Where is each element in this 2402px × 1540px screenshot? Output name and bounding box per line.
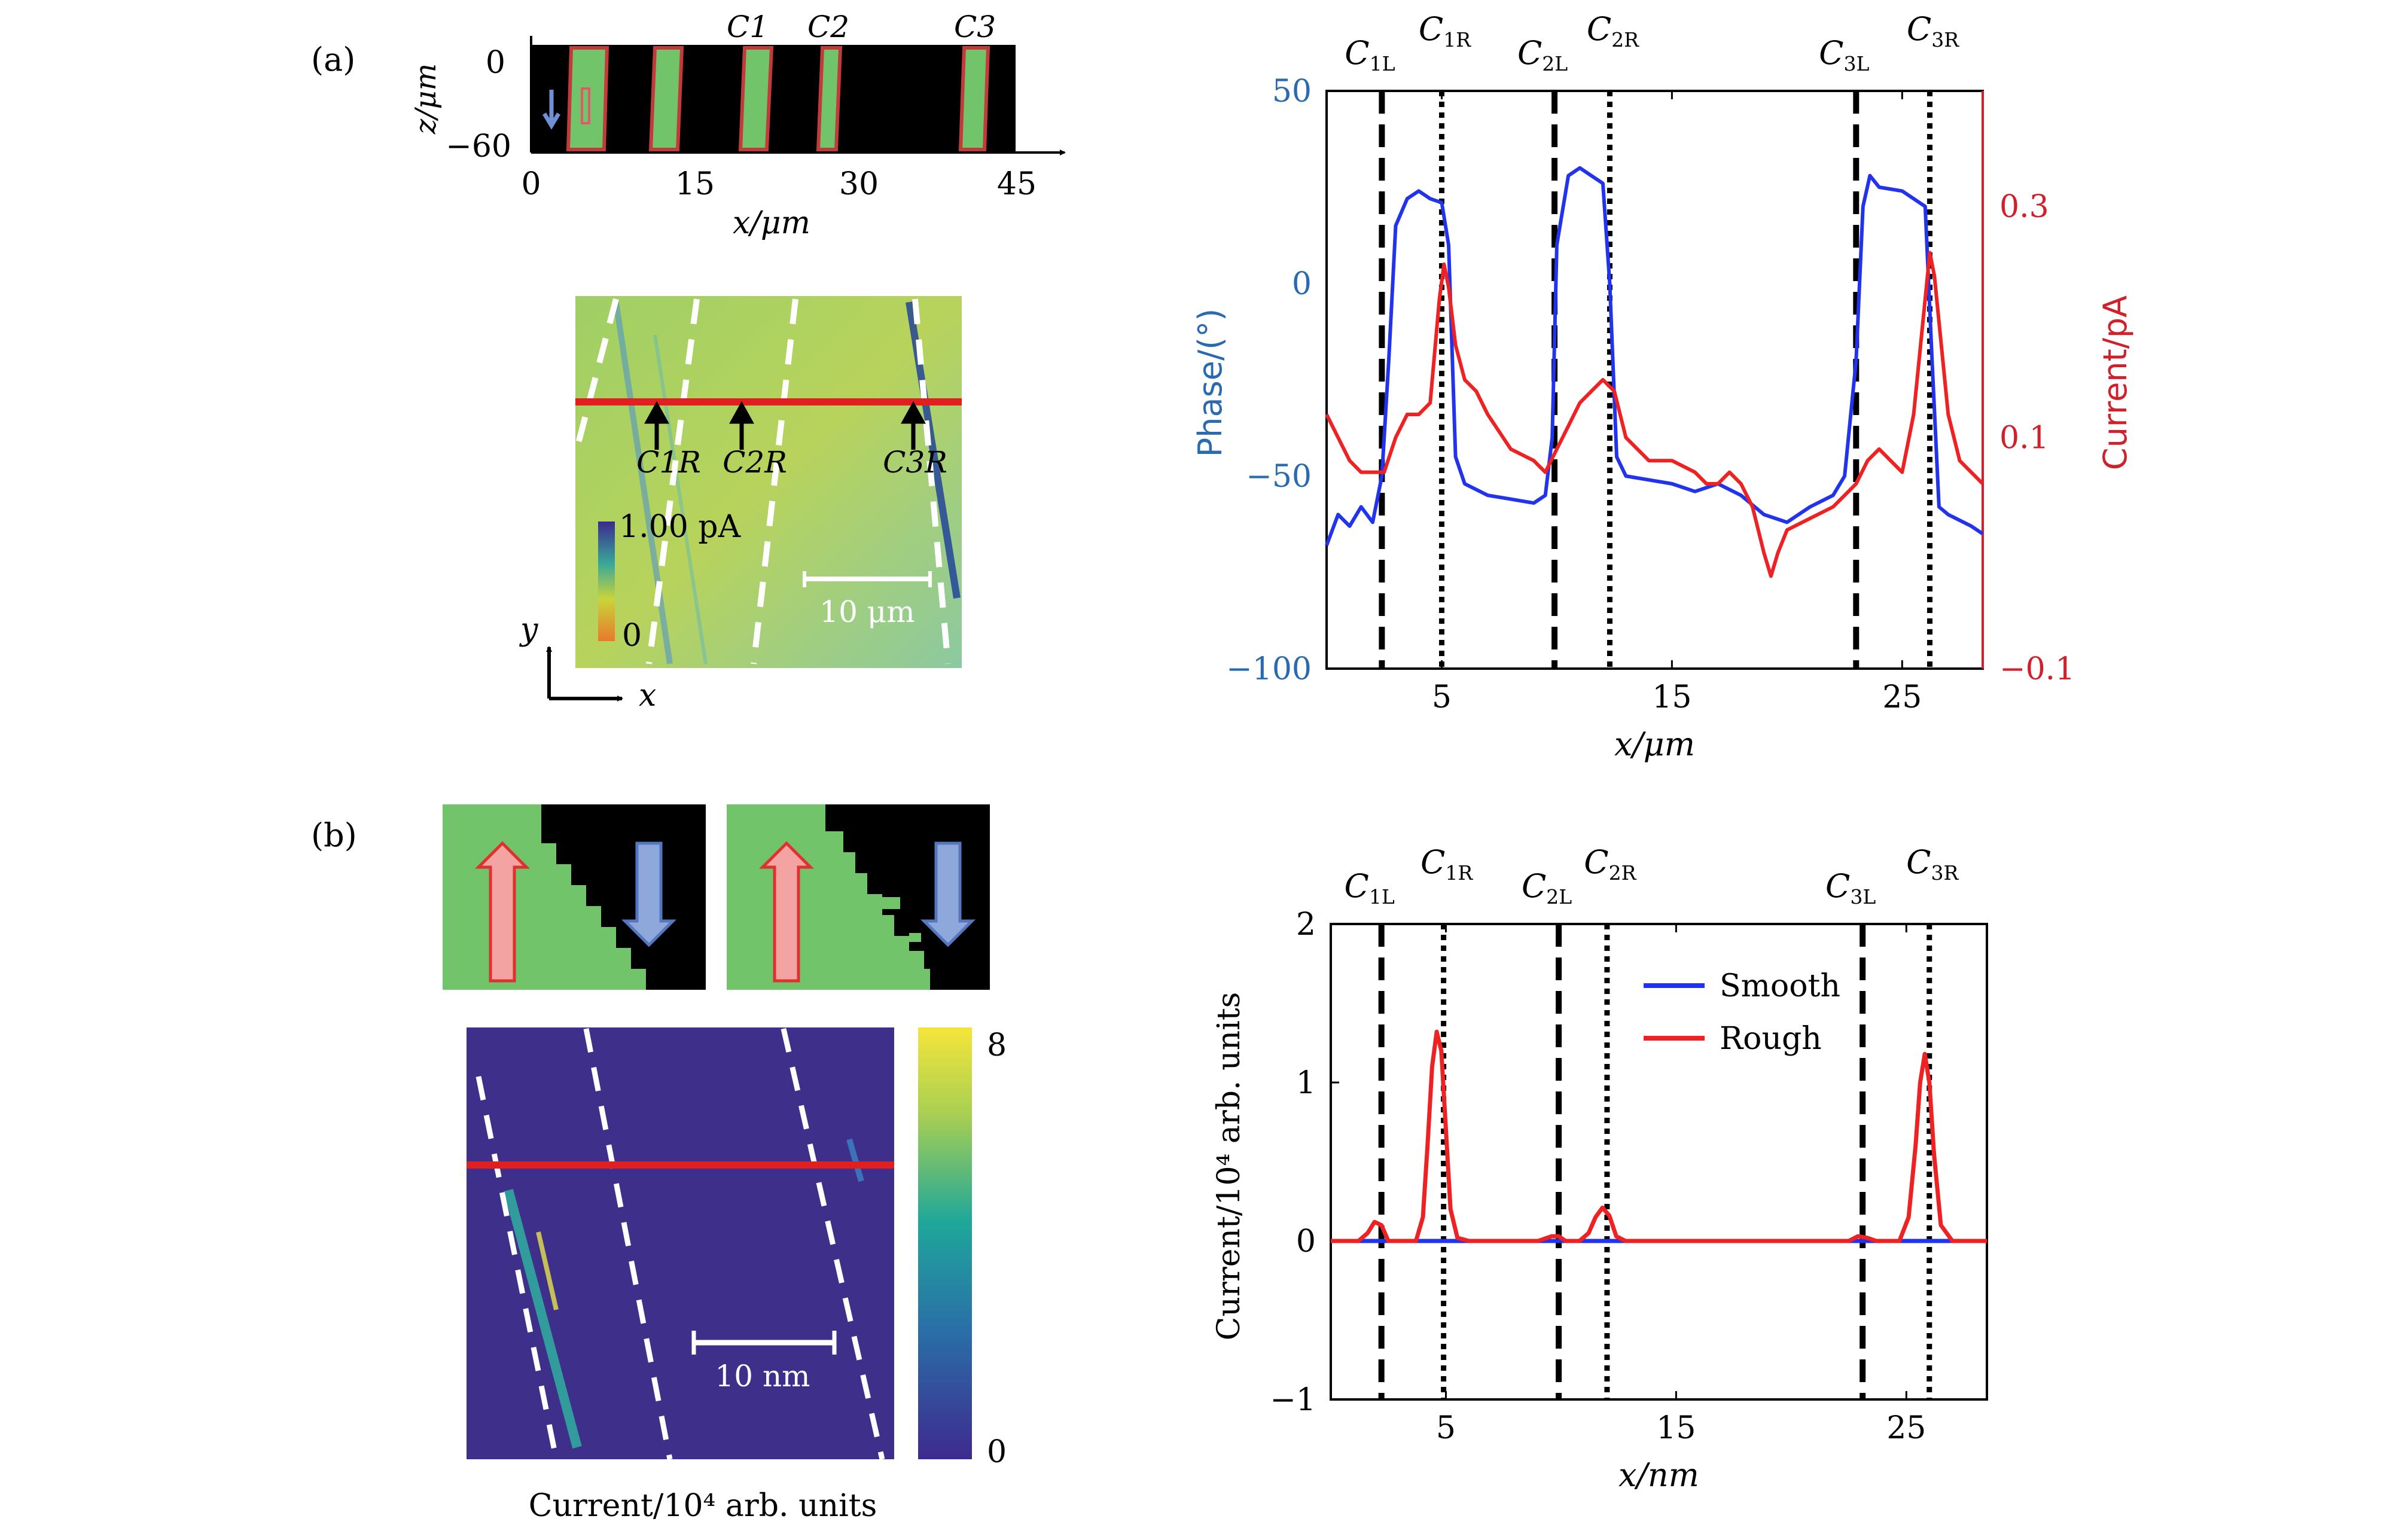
current-map-a-image (575, 296, 962, 668)
panel-label-a: (a) (311, 41, 355, 78)
y-tick-label-3: −1 (1270, 1382, 1316, 1418)
domain-strip: 0 −60 0 15 30 45 x/μm z/μm C1 C2 C3 (409, 10, 1066, 241)
y2-axis-label: Current/pA (2096, 295, 2134, 470)
axis-arrow-x-label: x (639, 678, 656, 713)
wall-label-c1l: C1L (1345, 867, 1395, 908)
wall-label-c2l: C2L (1522, 867, 1572, 908)
x-axis-label: x/nm (1618, 1456, 1699, 1494)
map-b-colorbar-min: 0 (987, 1434, 1007, 1470)
domain-strip-xtick-2: 30 (839, 166, 879, 202)
y-tick-label-3: −100 (1226, 651, 1312, 687)
domain-strip-x-label: x/μm (733, 205, 810, 241)
x-tick-label-5: 5 (1436, 1410, 1456, 1446)
rough-series-line (1331, 1029, 1987, 1243)
wall-label-c2r: C2R (1587, 10, 1639, 51)
panel-label-b: (b) (311, 816, 357, 854)
y2-tick-label-2: −0.1 (1999, 651, 2075, 687)
map-a-colorbar-min: 0 (622, 618, 642, 654)
plot-frame (1330, 923, 1988, 1401)
down-arrow-blue-icon (621, 841, 677, 947)
map-b-dashed-walls (475, 1027, 885, 1460)
map-b-colorbar (918, 1027, 972, 1459)
map-a-colorbar-max: 1.00 pA (619, 509, 742, 545)
domain-strip-y-label: z/μm (409, 63, 443, 135)
marker-arrow-c1r-icon (644, 401, 669, 450)
wall-label-c1l: C1L (1345, 34, 1395, 75)
wall-label-c1: C1 (727, 10, 769, 44)
current-map-b-image (467, 1027, 894, 1459)
domain-strip-ytick-1: −60 (446, 129, 511, 164)
y2-tick-label-0: 0.3 (1999, 189, 2049, 225)
phase-series-line (1325, 166, 1984, 546)
domain-strip-background (531, 45, 1016, 153)
map-a-colorbar (598, 522, 615, 641)
domain-strip-xtick-1: 15 (675, 166, 715, 202)
marker-arrow-c2r-icon (729, 401, 754, 450)
domain-strip-xtick-3: 45 (997, 166, 1037, 202)
x-tick-label-25: 25 (1886, 1410, 1926, 1446)
wall-label-c2: C2 (807, 10, 849, 44)
wall-label-c3r: C3R (1906, 843, 1959, 885)
up-arrow-red-icon-2 (758, 841, 815, 983)
map-b-caption: Current/10⁴ arb. units (529, 1488, 877, 1524)
wall-label-c1r: C1R (1421, 843, 1473, 885)
up-arrow-icon (581, 87, 590, 124)
chart-a: C1L C1R C2L C2R C3L C3R 5 15 25 x/μm 50 0 −50 −100 0.3… (1191, 10, 2134, 763)
y-axis-label: Phase/(°) (1191, 309, 1229, 458)
map-a-scalebar-label: 10 μm (819, 594, 915, 629)
legend-label-smooth: Smooth (1720, 968, 1840, 1004)
schematic-smooth-wall (443, 804, 706, 990)
x-tick-label-25: 25 (1882, 679, 1922, 715)
x-tick-label-5: 5 (1432, 679, 1452, 715)
map-b-scalebar-label: 10 nm (715, 1359, 810, 1393)
y-tick-label-1: 1 (1296, 1065, 1316, 1101)
y-tick-label-0: 2 (1296, 907, 1316, 943)
down-arrow-blue-icon-2 (920, 841, 976, 947)
y-tick-label-0: 50 (1272, 74, 1312, 109)
marker-arrow-c3r-icon (901, 401, 926, 450)
legend-label-rough: Rough (1720, 1021, 1822, 1057)
y-tick-label-2: −50 (1246, 459, 1312, 495)
plot-frame (1325, 90, 1984, 670)
y-axis-label: Current/10⁴ arb. units (1211, 992, 1247, 1341)
map-a-marker-c1r: C1R (636, 445, 701, 480)
map-a-marker-c3r: C3R (883, 445, 947, 480)
wall-label-c1r: C1R (1419, 10, 1471, 51)
x-axis-label: x/μm (1614, 725, 1695, 763)
wall-label-c3r: C3R (1907, 10, 1959, 51)
wall-label-c2l: C2L (1517, 34, 1568, 75)
up-arrow-red-icon (474, 841, 531, 983)
wall-label-c3l: C3L (1825, 867, 1876, 908)
x-tick-label-15: 15 (1652, 679, 1691, 715)
current-map-a: C1R C2R C3R 1.00 pA 0 10 μm y x (519, 296, 962, 713)
wall-label-c3l: C3L (1819, 34, 1869, 75)
y-tick-label-1: 0 (1292, 266, 1312, 302)
wall-label-c2r: C2R (1584, 843, 1636, 885)
axis-arrow-y-label: y (519, 612, 538, 648)
current-series-line (1325, 251, 1985, 578)
map-b-colorbar-max: 8 (987, 1027, 1007, 1063)
domain-strip-ytick-0: 0 (486, 45, 505, 81)
map-a-dashed-walls (572, 298, 951, 664)
wall-label-c3: C3 (954, 10, 996, 44)
current-map-b: 10 nm 8 0 Current/10⁴ arb. units (467, 1027, 1007, 1524)
domain-strip-stripes (566, 46, 990, 151)
down-arrow-icon (542, 90, 561, 130)
y-tick-label-2: 0 (1296, 1224, 1316, 1260)
domain-strip-xtick-0: 0 (521, 166, 541, 202)
schematic-rough-wall (727, 804, 990, 990)
map-a-marker-c2r: C2R (723, 445, 787, 480)
x-tick-label-15: 15 (1656, 1410, 1696, 1446)
chart-b: C1L C1R C2L C2R C3L C3R 5 15 25 x/nm 2 1 0 −1 Current/… (1211, 843, 1988, 1494)
legend: Smooth Rough (1644, 968, 1840, 1057)
y2-tick-label-1: 0.1 (1999, 420, 2049, 456)
